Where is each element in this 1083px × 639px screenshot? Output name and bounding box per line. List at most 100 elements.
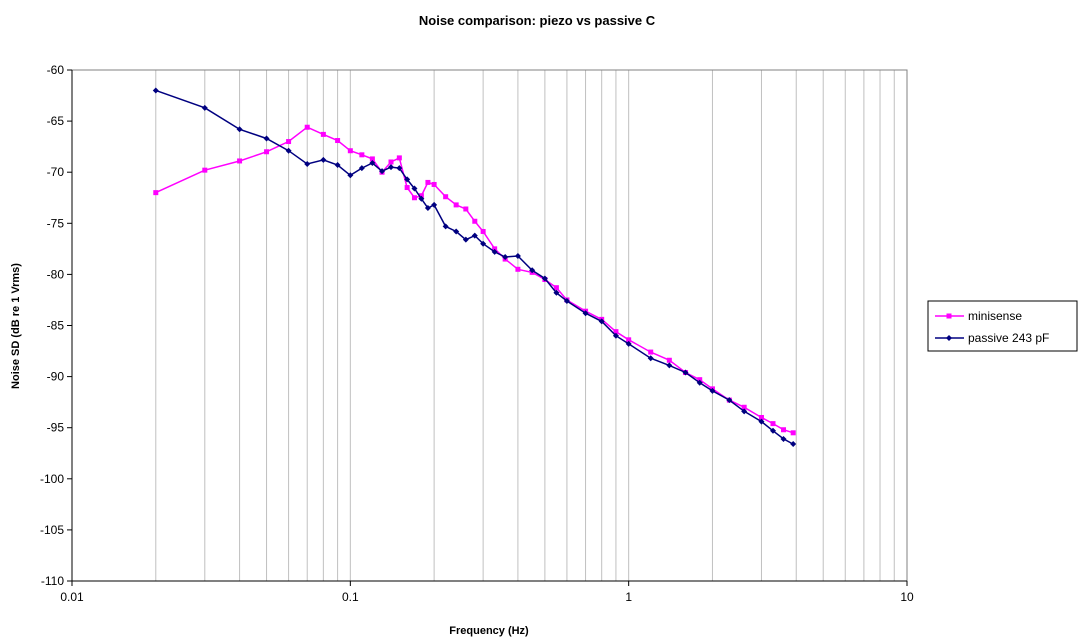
y-tick-label: -60: [47, 63, 65, 77]
series-minisense: [153, 124, 796, 436]
legend-label-minisense: minisense: [968, 309, 1022, 323]
data-point: [347, 172, 354, 179]
data-point: [582, 310, 589, 317]
data-point: [152, 87, 159, 94]
data-point: [471, 232, 478, 239]
legend-box: [927, 300, 1078, 352]
data-point: [347, 148, 353, 154]
data-point: [359, 152, 365, 158]
data-point: [358, 165, 365, 172]
data-point: [388, 159, 394, 165]
data-point: [153, 190, 159, 196]
y-tick-label: -75: [47, 216, 65, 230]
data-point: [553, 289, 560, 296]
x-axis-label: Frequency (Hz): [449, 625, 529, 637]
data-point: [404, 176, 411, 183]
data-point: [286, 139, 292, 145]
y-tick-label: -65: [47, 114, 65, 128]
x-axis-ticks: 0.01 0.1 1 10: [60, 581, 914, 604]
data-point: [626, 337, 632, 343]
data-point: [334, 162, 341, 169]
data-point: [647, 355, 654, 362]
data-point: [462, 236, 469, 243]
data-point: [472, 218, 478, 224]
data-point: [396, 155, 402, 161]
y-tick-label: -95: [47, 421, 65, 435]
data-point: [463, 206, 469, 212]
data-point: [443, 194, 449, 200]
data-point: [697, 377, 703, 383]
data-point: [741, 404, 747, 410]
y-tick-label: -70: [47, 165, 65, 179]
y-tick-label: -110: [41, 574, 64, 588]
data-point: [379, 168, 386, 175]
data-point: [431, 181, 437, 187]
data-point: [491, 248, 498, 255]
data-point: [709, 387, 716, 394]
data-point: [666, 357, 672, 363]
data-point: [304, 124, 310, 130]
data-point: [780, 435, 787, 442]
legend: minisense passive 243 pF: [927, 300, 1078, 352]
data-point: [202, 167, 208, 173]
data-point: [598, 318, 605, 325]
grid-lines: [155, 70, 895, 581]
data-point: [790, 441, 797, 448]
data-point: [726, 397, 733, 404]
data-point: [411, 185, 418, 192]
data-point: [612, 332, 619, 339]
data-point: [514, 253, 521, 260]
y-tick-label: -80: [47, 267, 65, 281]
y-tick-label: -90: [47, 370, 65, 384]
series-passive: [152, 87, 797, 448]
data-point: [666, 362, 673, 369]
x-tick-label: 1: [625, 590, 632, 604]
data-point: [320, 156, 327, 163]
x-tick-label: 10: [900, 590, 914, 604]
y-axis-ticks: -60 -65 -70 -75 -80 -85 -90 -95 -100 -105 -110: [40, 63, 72, 588]
data-point: [480, 228, 486, 234]
data-point: [769, 427, 776, 434]
data-point: [781, 427, 787, 433]
data-point: [304, 161, 311, 168]
data-point: [682, 369, 689, 376]
data-point: [529, 267, 536, 274]
series-line: [155, 89, 794, 445]
data-point: [770, 421, 776, 427]
data-point: [431, 201, 438, 208]
data-point: [625, 340, 632, 347]
y-axis-label: Noise SD (dB re 1 Vrms): [10, 263, 22, 389]
data-point: [424, 204, 431, 211]
data-point: [320, 131, 326, 137]
data-point: [285, 147, 292, 154]
data-point: [563, 297, 570, 304]
y-tick-label: -100: [40, 472, 64, 486]
data-point: [648, 349, 654, 355]
data-point: [515, 266, 521, 272]
data-point: [264, 149, 270, 155]
legend-marker-minisense: [946, 313, 952, 319]
data-point: [236, 126, 243, 133]
data-point: [411, 195, 417, 201]
data-point: [404, 185, 410, 191]
data-point: [613, 329, 619, 335]
data-point: [453, 228, 460, 235]
legend-label-passive: passive 243 pF: [968, 331, 1049, 345]
plot-area: [71, 69, 908, 582]
data-point: [442, 223, 449, 230]
data-point: [696, 379, 703, 386]
data-point: [790, 430, 796, 436]
data-point: [237, 158, 243, 164]
data-point: [502, 254, 509, 261]
data-point: [758, 414, 764, 420]
data-point: [741, 408, 748, 415]
x-tick-label: 0.01: [60, 590, 84, 604]
x-tick-label: 0.1: [342, 590, 359, 604]
y-tick-label: -105: [40, 523, 64, 537]
data-point: [369, 156, 375, 162]
data-point: [758, 418, 765, 425]
data-point: [201, 104, 208, 111]
data-point: [541, 275, 548, 282]
data-point: [418, 195, 425, 202]
